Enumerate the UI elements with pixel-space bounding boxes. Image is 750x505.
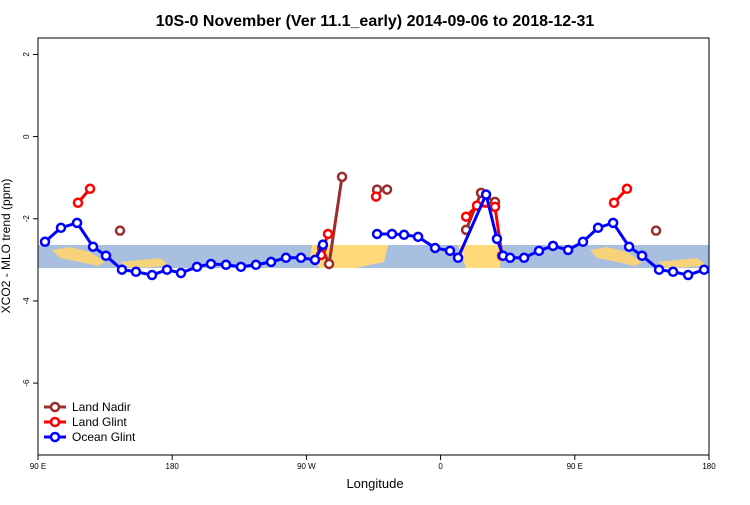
x-tick-label: 0 [438, 462, 443, 471]
data-point [235, 261, 247, 273]
data-point [562, 244, 574, 256]
data-point [205, 258, 217, 270]
x-tick-label: 180 [166, 462, 180, 471]
x-tick-label: 180 [702, 462, 716, 471]
x-tick-label: 90 W [297, 462, 316, 471]
data-point [621, 183, 633, 195]
data-point [412, 231, 424, 243]
legend-label: Land Glint [72, 415, 127, 429]
data-point [84, 183, 96, 195]
data-point [39, 236, 51, 248]
data-point [607, 217, 619, 229]
data-point [220, 259, 232, 271]
data-point [386, 228, 398, 240]
data-point [518, 252, 530, 264]
data-point [71, 217, 83, 229]
data-point [191, 261, 203, 273]
x-tick-label: 90 E [567, 462, 583, 471]
x-axis-label: Longitude [346, 476, 403, 491]
legend-marker [49, 416, 61, 428]
data-point [370, 191, 382, 202]
data-point [623, 241, 635, 252]
data-point [265, 256, 277, 268]
data-point [533, 245, 545, 257]
data-point [491, 233, 503, 245]
data-point [452, 252, 464, 264]
map-strip [38, 245, 709, 268]
data-point [592, 222, 604, 234]
data-point [114, 225, 126, 236]
data-point [608, 197, 620, 208]
data-point [381, 184, 393, 195]
data-point [130, 266, 142, 278]
chart-title: 10S-0 November (Ver 11.1_early) 2014-09-… [156, 13, 595, 30]
y-tick-label: -6 [22, 379, 31, 387]
data-point [398, 229, 410, 241]
data-point [650, 225, 662, 236]
data-point [317, 239, 329, 250]
legend-marker [49, 401, 61, 413]
legend-marker [49, 431, 61, 443]
y-tick-label: 0 [22, 134, 31, 139]
y-axis-label: XCO2 - MLO trend (ppm) [0, 179, 13, 314]
data-point [504, 252, 516, 264]
data-point [653, 264, 665, 275]
data-point [161, 264, 173, 275]
data-point [72, 197, 84, 208]
data-point [55, 222, 67, 234]
data-point [698, 264, 710, 275]
data-point [371, 228, 383, 240]
y-tick-label: -2 [22, 215, 31, 223]
data-point [480, 189, 492, 200]
data-point [444, 245, 456, 257]
data-point [636, 250, 648, 261]
data-point [460, 211, 472, 222]
data-point [87, 241, 99, 252]
y-tick-label: -4 [22, 297, 31, 305]
legend-label: Ocean Glint [72, 430, 136, 444]
y-tick-label: 2 [22, 52, 31, 57]
data-point [429, 242, 441, 254]
data-point [116, 264, 128, 275]
data-point [336, 171, 348, 183]
plot-frame [37, 37, 710, 456]
data-point [322, 228, 334, 240]
x-tick-label: 90 E [30, 462, 46, 471]
data-point [280, 252, 292, 264]
data-point [250, 259, 262, 271]
data-point [146, 269, 158, 281]
legend-label: Land Nadir [72, 400, 131, 414]
data-point [295, 252, 307, 264]
data-point [667, 266, 679, 278]
data-point [577, 236, 589, 248]
data-point [100, 250, 112, 261]
data-point [547, 240, 559, 252]
data-point [682, 269, 694, 281]
data-point [175, 267, 187, 279]
data-point [309, 254, 321, 266]
data-point [323, 258, 335, 270]
data-point [489, 201, 501, 213]
